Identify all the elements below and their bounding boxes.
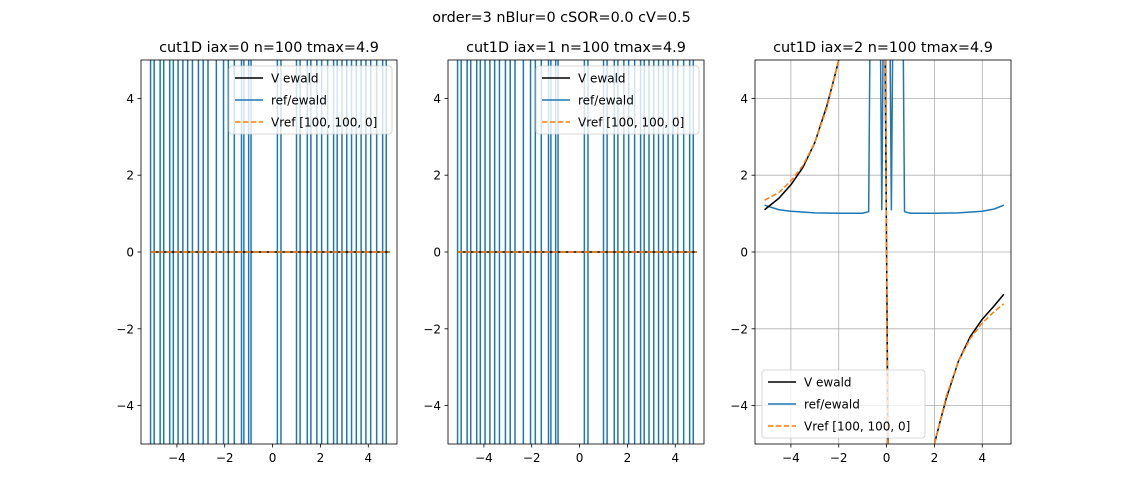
series-ref-ewald [889, 60, 894, 211]
legend-label: ref/ewald [804, 398, 860, 412]
x-tick-label: 4 [978, 451, 986, 465]
x-tick-label: 2 [317, 451, 325, 465]
x-tick-label: 2 [624, 451, 632, 465]
y-tick-label: 4 [740, 92, 748, 106]
y-tick-label: 0 [740, 246, 748, 260]
x-tick-label: −4 [168, 451, 186, 465]
y-tick-label: 0 [433, 246, 441, 260]
series-ref-ewald [764, 60, 871, 214]
legend-box [535, 65, 700, 135]
y-tick-label: −4 [730, 399, 748, 413]
series-ref-ewald [902, 60, 1005, 214]
subplots: −4 −2 0 2 4 −4 −2 0 2 4 cut1D iax=0 n=100 tmax=4.9… [116, 40, 1012, 465]
legend: V ewald ref/ewald Vref [100, 100, 0] [228, 65, 393, 135]
plot-area [149, 60, 390, 444]
x-tick-label: −2 [830, 451, 848, 465]
x-tick-label: 4 [671, 451, 679, 465]
x-tick-label: 0 [576, 451, 584, 465]
y-tick-label: 2 [433, 169, 441, 183]
subplot-1: −4 −2 0 2 4 −4 −2 0 2 4 cut1D iax=1 n=100 tmax=4.9… [423, 40, 705, 465]
legend-label: Vref [100, 100, 0] [804, 420, 910, 434]
series-vref [764, 60, 840, 201]
figure-suptitle: order=3 nBlur=0 cSOR=0.0 cV=0.5 [432, 10, 691, 26]
x-tick-label: 4 [364, 451, 372, 465]
y-tick-label: 4 [433, 92, 441, 106]
legend-box [228, 65, 393, 135]
y-tick-label: 0 [126, 246, 134, 260]
legend: V ewald ref/ewald Vref [100, 100, 0] [535, 65, 700, 135]
legend-label: Vref [100, 100, 0] [578, 116, 684, 130]
legend-label: V ewald [804, 376, 852, 390]
x-tick-label: 0 [269, 451, 277, 465]
x-tick-label: −4 [475, 451, 493, 465]
x-tick-label: −2 [216, 451, 234, 465]
series-ref-ewald [879, 60, 884, 211]
subplot-title: cut1D iax=2 n=100 tmax=4.9 [773, 40, 993, 56]
y-tick-label: 2 [740, 169, 748, 183]
x-tick-label: 0 [883, 451, 891, 465]
subplot-0: −4 −2 0 2 4 −4 −2 0 2 4 cut1D iax=0 n=100 tmax=4.9… [116, 40, 398, 465]
x-tick-label: −4 [782, 451, 800, 465]
legend-label: V ewald [271, 72, 319, 86]
x-tick-label: 2 [931, 451, 939, 465]
subplot-2: −4 −2 0 2 4 −4 −2 0 2 4 cut1D iax=2 n=100 tmax=4.9… [730, 40, 1012, 465]
y-tick-label: 4 [126, 92, 134, 106]
legend-label: Vref [100, 100, 0] [271, 116, 377, 130]
y-tick-label: −2 [116, 322, 134, 336]
legend-label: ref/ewald [271, 94, 327, 108]
y-tick-label: −4 [116, 399, 134, 413]
y-tick-label: −2 [423, 322, 441, 336]
y-tick-label: −4 [423, 399, 441, 413]
y-tick-label: −2 [730, 322, 748, 336]
x-tick-label: −2 [523, 451, 541, 465]
legend-label: ref/ewald [578, 94, 634, 108]
legend-box [761, 369, 926, 439]
series-vref [933, 303, 1005, 444]
subplot-title: cut1D iax=1 n=100 tmax=4.9 [466, 40, 686, 56]
legend-label: V ewald [578, 72, 626, 86]
y-tick-label: 2 [126, 169, 134, 183]
legend: V ewald ref/ewald Vref [100, 100, 0] [761, 369, 926, 439]
subplot-title: cut1D iax=0 n=100 tmax=4.9 [159, 40, 379, 56]
